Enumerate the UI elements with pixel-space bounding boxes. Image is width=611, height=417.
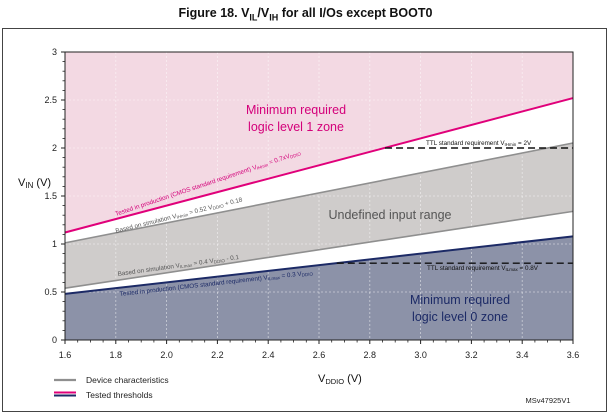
region-undefined-input-range xyxy=(65,143,573,289)
x-ticks: 1.6 1.8 2.0 2.2 2.4 2.6 2.8 3.0 3.2 3.4 3.6 xyxy=(59,340,580,360)
y-tick-label: 0 xyxy=(52,335,57,345)
y-tick-label: 2 xyxy=(52,143,57,153)
y-ticks: 0 0.5 1 1.5 2 2.5 3 xyxy=(44,47,65,345)
y-tick-label: 0.5 xyxy=(44,287,57,297)
legend-tested-label: Tested thresholds xyxy=(86,390,153,400)
y-tick-label: 1.5 xyxy=(44,191,57,201)
x-tick-label: 2.6 xyxy=(313,350,326,360)
x-tick-label: 2.2 xyxy=(211,350,224,360)
x-tick-label: 2.0 xyxy=(160,350,173,360)
series-vih-tested xyxy=(64,97,574,234)
x-tick-label: 3.0 xyxy=(414,350,427,360)
x-tick-label: 1.6 xyxy=(59,350,72,360)
x-tick-label: 3.6 xyxy=(567,350,580,360)
legend-device-label: Device characteristics xyxy=(86,375,169,385)
ttl-vih-annotation: TTL standard requirement VIHmin = 2V xyxy=(426,140,532,147)
x-tick-label: 1.8 xyxy=(110,350,123,360)
y-tick-label: 2.5 xyxy=(44,95,57,105)
series-vil-tested xyxy=(64,235,574,295)
x-tick-label: 3.4 xyxy=(516,350,529,360)
zone1-label-line2: logic level 1 zone xyxy=(248,120,344,134)
x-tick-label: 2.4 xyxy=(262,350,275,360)
y-tick-label: 1 xyxy=(52,239,57,249)
zone0-label-line1: Minimum required xyxy=(410,293,510,307)
reference-code: MSv47925V1 xyxy=(525,396,570,405)
series-vil-simulation xyxy=(64,210,574,289)
grid xyxy=(65,52,573,340)
legend: Device characteristics Tested thresholds xyxy=(54,375,169,400)
zone0-label-line2: logic level 0 zone xyxy=(412,310,508,324)
y-axis-title: VIN (V) xyxy=(18,177,51,190)
x-tick-label: 2.8 xyxy=(364,350,377,360)
figure-frame xyxy=(2,28,607,412)
x-axis-title: VDDIO (V) xyxy=(318,373,362,386)
y-tick-label: 3 xyxy=(52,47,57,57)
ttl-vil-annotation: TTL standard requirement VILmax = 0.8V xyxy=(427,265,539,272)
series-vih-simulation xyxy=(64,142,574,244)
figure-title: Figure 18. VIL/VIH for all I/Os except B… xyxy=(178,6,433,23)
undefined-range-label: Undefined input range xyxy=(328,208,451,222)
region-logic-1-zone xyxy=(65,52,573,233)
x-tick-label: 3.2 xyxy=(465,350,478,360)
zone1-label-line1: Minimum required xyxy=(246,103,346,117)
